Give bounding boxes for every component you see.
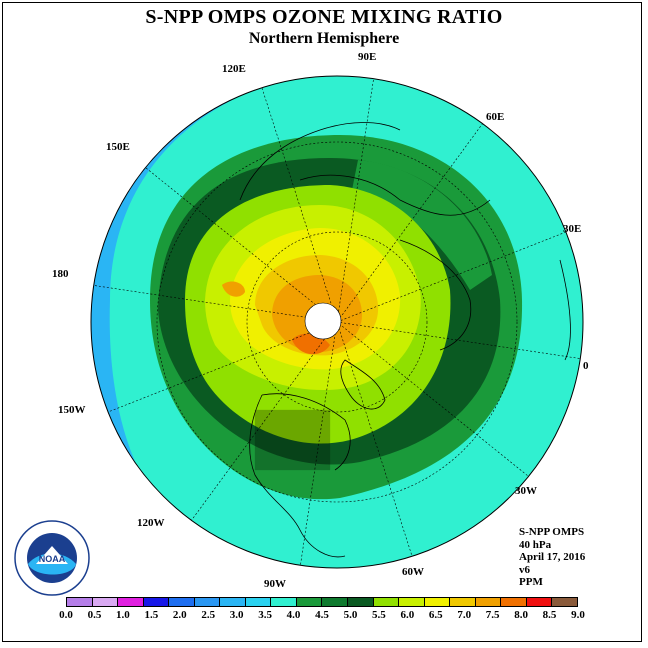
colorbar-swatch-7 bbox=[245, 598, 272, 606]
colorbar-tick-label: 0.0 bbox=[59, 609, 73, 621]
colorbar-swatch-2 bbox=[118, 598, 144, 606]
coast-north-america bbox=[249, 393, 351, 558]
blob-orange-west bbox=[222, 281, 245, 297]
coast-eurasia bbox=[299, 174, 491, 351]
colorbar-swatch-18 bbox=[526, 598, 553, 606]
colorbar-swatch-15 bbox=[450, 598, 476, 606]
colorbar-ticks: 0.0 0.5 1.0 1.5 2.0 2.5 3.0 3.5 4.0 4.5 5.0 5.5 6.0 6… bbox=[0, 609, 648, 623]
lon-label-120e: 120E bbox=[222, 63, 246, 75]
colorbar-tick-label: 6.5 bbox=[428, 609, 443, 621]
colorbar-tick-label: 6.0 bbox=[400, 609, 415, 621]
colorbar-tick-label: 3.0 bbox=[229, 609, 244, 621]
lon-label-0: 0 bbox=[583, 360, 589, 372]
lon-label-60w: 60W bbox=[402, 566, 424, 578]
colorbar-tick-label: 3.5 bbox=[258, 609, 272, 621]
colorbar-tick-label: 4.0 bbox=[286, 609, 301, 621]
lon-label-150e: 150E bbox=[106, 141, 130, 153]
colorbar-swatch-6 bbox=[220, 598, 246, 606]
colorbar-swatch-16 bbox=[475, 598, 502, 606]
info-units: PPM bbox=[519, 576, 543, 588]
lon-label-180: 180 bbox=[52, 268, 69, 280]
lat-circle-60 bbox=[246, 231, 428, 413]
colorbar-tick-label: 4.5 bbox=[315, 609, 329, 621]
colorbar-swatch-3 bbox=[143, 598, 170, 606]
colorbar-swatch-13 bbox=[399, 598, 425, 606]
info-level: 40 hPa bbox=[519, 538, 552, 551]
colorbar-tick-label: 5.5 bbox=[372, 609, 386, 621]
colorbar-tick-label: 7.5 bbox=[485, 609, 500, 621]
info-instrument: S-NPP OMPS bbox=[519, 526, 585, 538]
colorbar-tick-label: 1.0 bbox=[116, 609, 130, 621]
lat-circle-30 bbox=[156, 141, 518, 503]
colorbar-tick-label: 9.0 bbox=[571, 609, 585, 621]
colorbar-swatch-4 bbox=[169, 598, 195, 606]
lon-label-30w: 30W bbox=[515, 485, 537, 497]
lon-label-60e: 60E bbox=[486, 111, 505, 123]
colorbar-swatch-11 bbox=[348, 598, 374, 606]
chart-subtitle: Northern Hemisphere bbox=[248, 30, 400, 47]
colorbar-tick-label: 2.5 bbox=[201, 609, 216, 621]
noaa-logo: NOAA bbox=[14, 520, 90, 596]
colorbar-swatch-0 bbox=[67, 598, 93, 606]
info-date: April 17, 2016 bbox=[519, 551, 586, 563]
info-version: v6 bbox=[519, 563, 530, 576]
colorbar bbox=[66, 597, 578, 607]
colorbar-swatch-14 bbox=[424, 598, 451, 606]
colorbar-swatch-19 bbox=[552, 598, 577, 606]
us-state-grid bbox=[254, 409, 331, 471]
colorbar-swatch-12 bbox=[373, 598, 400, 606]
lon-label-90e: 90E bbox=[358, 51, 377, 63]
colorbar-tick-label: 1.5 bbox=[144, 609, 159, 621]
colorbar-tick-label: 0.5 bbox=[87, 609, 102, 621]
colorbar-swatch-17 bbox=[501, 598, 527, 606]
colorbar-tick-label: 2.0 bbox=[172, 609, 187, 621]
lon-label-90w: 90W bbox=[264, 578, 286, 590]
colorbar-swatch-5 bbox=[194, 598, 221, 606]
lon-label-30e: 30E bbox=[563, 223, 582, 235]
lon-label-120w: 120W bbox=[137, 517, 165, 529]
map-boundary bbox=[90, 75, 584, 569]
info-block: S-NPP OMPS 40 hPa April 17, 2016 v6 PPM bbox=[519, 526, 585, 589]
colorbar-tick-label: 8.5 bbox=[542, 609, 557, 621]
coast-asia-east bbox=[239, 122, 401, 201]
figure-frame bbox=[2, 2, 642, 642]
colorbar-swatch-1 bbox=[92, 598, 119, 606]
polar-no-data bbox=[304, 302, 342, 340]
noaa-logo-text: NOAA bbox=[39, 554, 66, 564]
colorbar-swatch-10 bbox=[322, 598, 349, 606]
lon-label-150w: 150W bbox=[58, 404, 86, 416]
colorbar-tick-label: 8.0 bbox=[514, 609, 528, 621]
coast-africa bbox=[559, 259, 571, 361]
colorbar-swatch-8 bbox=[271, 598, 297, 606]
coast-greenland bbox=[340, 359, 386, 410]
band-mid-green-ne bbox=[352, 160, 492, 290]
colorbar-swatch-9 bbox=[296, 598, 323, 606]
chart-title: S-NPP OMPS OZONE MIXING RATIO bbox=[145, 6, 503, 28]
colorbar-tick-label: 7.0 bbox=[457, 609, 472, 621]
colorbar-tick-label: 5.0 bbox=[343, 609, 358, 621]
